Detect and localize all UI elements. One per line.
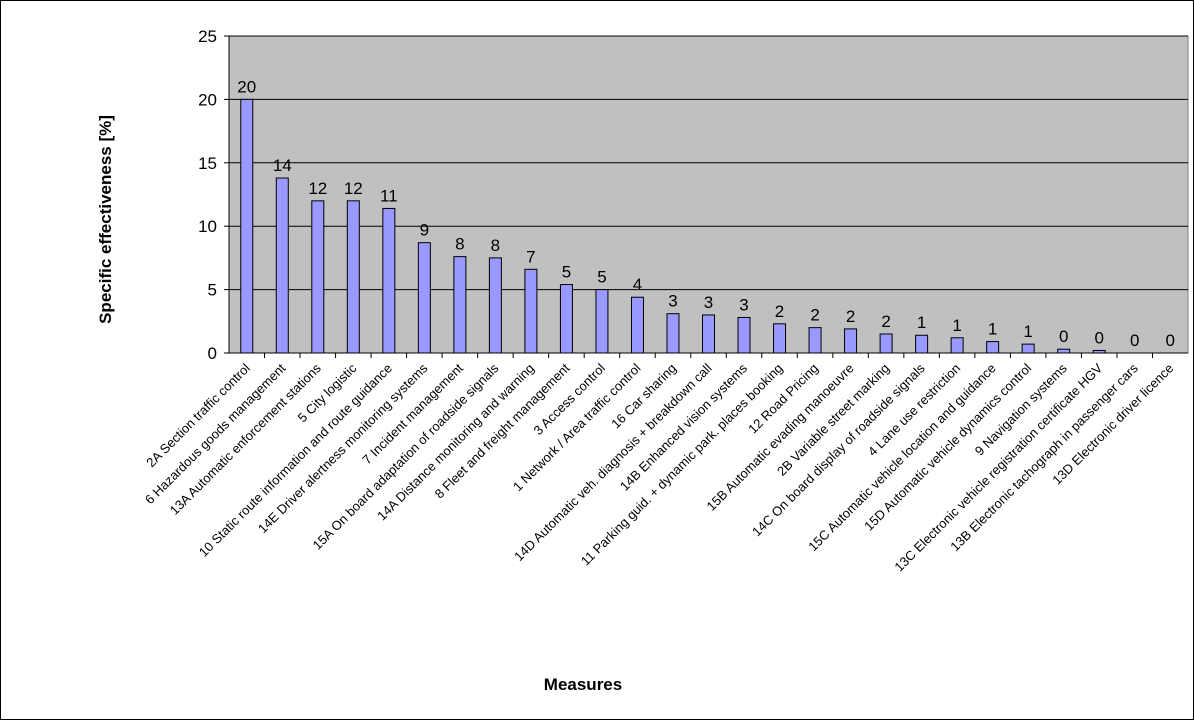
data-label: 3 [668,292,677,311]
bar [595,289,609,354]
data-label: 0 [1166,331,1175,350]
data-label: 2 [775,302,784,321]
data-label: 4 [633,275,642,294]
data-label: 0 [1094,328,1103,347]
bar [915,334,929,354]
y-tick-label: 5 [208,281,217,300]
y-tick-label: 25 [198,27,217,46]
data-label: 7 [526,247,535,266]
y-tick-label: 15 [198,154,217,173]
bar [453,256,467,354]
bar [524,268,538,354]
bar [666,313,680,354]
data-label: 2 [881,312,890,331]
bar [382,207,396,354]
bar [950,337,964,354]
bar [808,327,822,354]
data-label: 3 [704,293,713,312]
data-label: 1 [988,320,997,339]
data-label: 12 [308,179,327,198]
data-label: 5 [597,268,606,287]
data-label: 0 [1130,331,1139,350]
bars [240,98,1106,354]
bar [630,296,644,354]
data-label: 1 [917,313,926,332]
bar [275,177,289,354]
bar [240,98,254,354]
bar [1057,348,1071,354]
data-label: 14 [273,156,292,175]
y-tick-label: 0 [208,344,217,363]
bar [1021,343,1035,354]
data-label: 0 [1059,327,1068,346]
data-label: 11 [380,186,398,205]
axes [224,35,1188,358]
bar [844,328,858,354]
data-label: 8 [455,235,464,254]
data-label: 3 [739,295,748,314]
y-tick-labels: 0 5 10 15 20 25 [198,27,217,363]
bar [879,333,893,354]
data-label: 1 [1023,322,1032,341]
bar [773,323,787,354]
bar [346,200,360,354]
data-label: 2 [846,307,855,326]
y-axis-title: Specific effectiveness [%] [96,115,115,324]
bar [311,200,325,354]
x-axis-title: Measures [544,675,622,694]
data-label: 9 [420,221,429,240]
bar [737,316,751,354]
bar [417,242,431,354]
data-label: 12 [344,179,363,198]
y-tick-label: 10 [198,217,217,236]
data-label: 5 [562,263,571,282]
data-label: 1 [952,316,961,335]
data-label: 2 [810,306,819,325]
data-label: 8 [491,236,500,255]
data-label: 20 [237,77,256,96]
bar [488,257,502,354]
bar [559,284,573,354]
bar [702,314,715,354]
bar [986,341,1000,354]
y-tick-label: 20 [198,90,217,109]
